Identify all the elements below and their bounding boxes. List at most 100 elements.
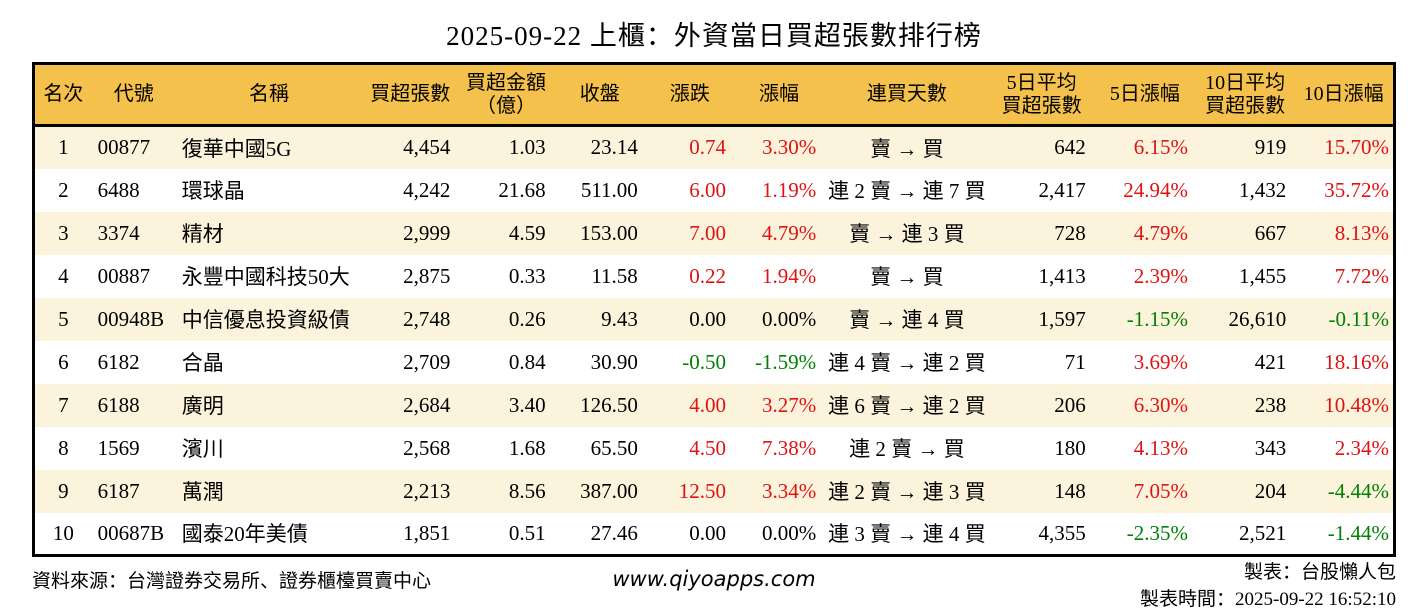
made-time-line: 製表時間：2025-09-22 16:52:10 (1140, 588, 1396, 610)
cell-change-pct: 3.34% (761, 478, 817, 503)
rows: 1 00877 復華中國5G 4,454 1.03 23.14 0.74 3.3… (33, 125, 1395, 556)
cell-change: 0.74 (689, 135, 726, 160)
cell-rank: 6 (58, 349, 69, 374)
maker-note: 製表：台股懶人包 製表時間：2025-09-22 16:52:10 (1140, 560, 1396, 613)
cell-close: 387.00 (580, 478, 638, 503)
cell-close: 511.00 (580, 177, 638, 202)
cell-pct5: 24.94% (1123, 177, 1188, 202)
cell-name: 中信優息投資級債 (181, 308, 350, 332)
cell-pct10: 35.72% (1324, 177, 1389, 202)
cell-rank: 2 (58, 177, 69, 202)
cell-pct5: 3.69% (1133, 349, 1188, 374)
cell-net-buy-shares: 2,213 (403, 478, 451, 503)
cell-pct10: 8.13% (1334, 220, 1389, 245)
cell-pct10: 7.72% (1334, 263, 1389, 288)
cell-net-buy-amount: 8.56 (508, 478, 546, 503)
col-net-buy-amount: 買超金額 （億） (458, 63, 554, 127)
cell-net-buy-amount: 1.03 (508, 135, 546, 160)
cell-change: -0.50 (682, 349, 726, 374)
cell-avg5: 4,355 (1038, 520, 1086, 545)
cell-change: 0.00 (689, 520, 726, 545)
cell-change-pct: 4.79% (761, 220, 817, 245)
website-url: www.qiyoapps.com (612, 567, 816, 591)
table-row: 2 6488 環球晶 4,242 21.68 511.00 6.00 1.19%… (33, 168, 1395, 212)
cell-avg10: 1,432 (1238, 177, 1287, 202)
col-change-pct: 漲幅 (734, 63, 825, 127)
table-header: 名次 代號 名稱 買超張數 買超金額 （億） 收盤 漲跌 漲幅 連買天數 5日平… (33, 63, 1395, 127)
cell-pct10: -0.11% (1328, 306, 1389, 331)
cell-code: 00887 (97, 263, 151, 288)
cell-code: 6188 (97, 392, 140, 417)
cell-avg5: 1,597 (1038, 306, 1086, 331)
cell-pct5: 4.13% (1133, 435, 1188, 460)
cell-name: 永豐中國科技50大 (181, 265, 350, 289)
cell-change-pct: 3.27% (761, 392, 817, 417)
cell-avg5: 180 (1054, 435, 1086, 460)
maker-line: 製表：台股懶人包 (1243, 562, 1396, 583)
cell-net-buy-shares: 4,242 (403, 177, 451, 202)
cell-rank: 3 (58, 220, 69, 245)
cell-streak: 賣 → 買 (870, 265, 944, 289)
col-avg10: 10日平均 買超張數 (1195, 63, 1295, 127)
cell-net-buy-shares: 2,875 (403, 263, 451, 288)
cell-streak: 連 6 賣 → 連 2 買 (828, 394, 986, 418)
cell-streak: 賣 → 連 3 買 (849, 222, 965, 246)
cell-close: 30.90 (590, 349, 638, 374)
cell-close: 126.50 (580, 392, 638, 417)
cell-name: 精材 (181, 222, 224, 246)
cell-change: 6.00 (689, 177, 726, 202)
cell-rank: 1 (58, 135, 69, 160)
cell-pct5: -1.15% (1126, 306, 1188, 331)
cell-name: 萬潤 (181, 480, 224, 504)
cell-code: 6187 (97, 478, 140, 503)
table-row: 5 00948B 中信優息投資級債 2,748 0.26 9.43 0.00 0… (33, 297, 1395, 341)
cell-rank: 4 (58, 263, 69, 288)
table-row: 10 00687B 國泰20年美債 1,851 0.51 27.46 0.00 … (33, 512, 1395, 556)
cell-close: 9.43 (601, 306, 638, 331)
cell-rank: 8 (58, 435, 69, 460)
cell-net-buy-amount: 0.26 (508, 306, 546, 331)
cell-change: 0.22 (689, 263, 726, 288)
cell-net-buy-shares: 1,851 (403, 520, 451, 545)
col-rank: 名次 (33, 63, 92, 127)
cell-name: 復華中國5G (181, 136, 292, 161)
table-row: 8 1569 濱川 2,568 1.68 65.50 4.50 7.38% 連 … (33, 426, 1395, 470)
cell-net-buy-amount: 3.40 (508, 392, 546, 417)
cell-pct10: -4.44% (1327, 478, 1389, 503)
cell-net-buy-shares: 2,684 (403, 392, 451, 417)
cell-pct5: 4.79% (1133, 220, 1188, 245)
cell-streak: 連 2 賣 → 連 7 買 (828, 179, 986, 203)
cell-net-buy-amount: 21.68 (498, 177, 546, 202)
col-code: 代號 (91, 63, 176, 127)
cell-net-buy-shares: 4,454 (403, 135, 451, 160)
page-title: 2025-09-22 上櫃：外資當日買超張數排行榜 (446, 21, 982, 51)
cell-pct10: 10.48% (1324, 392, 1389, 417)
cell-rank: 10 (52, 520, 74, 545)
cell-rank: 9 (58, 478, 69, 503)
cell-close: 27.46 (590, 520, 638, 545)
cell-code: 3374 (97, 220, 140, 245)
cell-avg10: 26,610 (1228, 306, 1287, 331)
cell-close: 23.14 (590, 135, 638, 160)
cell-code: 00948B (97, 306, 165, 331)
cell-avg10: 204 (1254, 478, 1287, 503)
cell-change: 7.00 (689, 220, 726, 245)
cell-streak: 賣 → 連 4 買 (849, 308, 965, 332)
cell-avg5: 2,417 (1038, 177, 1086, 202)
cell-pct5: 7.05% (1133, 478, 1188, 503)
cell-avg5: 728 (1054, 220, 1086, 245)
cell-change-pct: 7.38% (761, 435, 817, 460)
cell-pct5: -2.35% (1126, 520, 1188, 545)
cell-net-buy-shares: 2,568 (403, 435, 451, 460)
cell-name: 環球晶 (181, 179, 245, 203)
cell-pct5: 6.15% (1133, 135, 1188, 160)
cell-net-buy-amount: 0.84 (508, 349, 546, 374)
data-source-note: 資料來源：台灣證券交易所、證券櫃檯買賣中心 (32, 571, 432, 592)
cell-avg10: 919 (1254, 135, 1287, 160)
cell-pct10: 2.34% (1334, 435, 1389, 460)
cell-change-pct: 0.00% (761, 520, 817, 545)
cell-avg10: 238 (1254, 392, 1287, 417)
cell-change-pct: -1.59% (754, 349, 817, 374)
cell-avg10: 667 (1254, 220, 1287, 245)
cell-change: 0.00 (689, 306, 726, 331)
